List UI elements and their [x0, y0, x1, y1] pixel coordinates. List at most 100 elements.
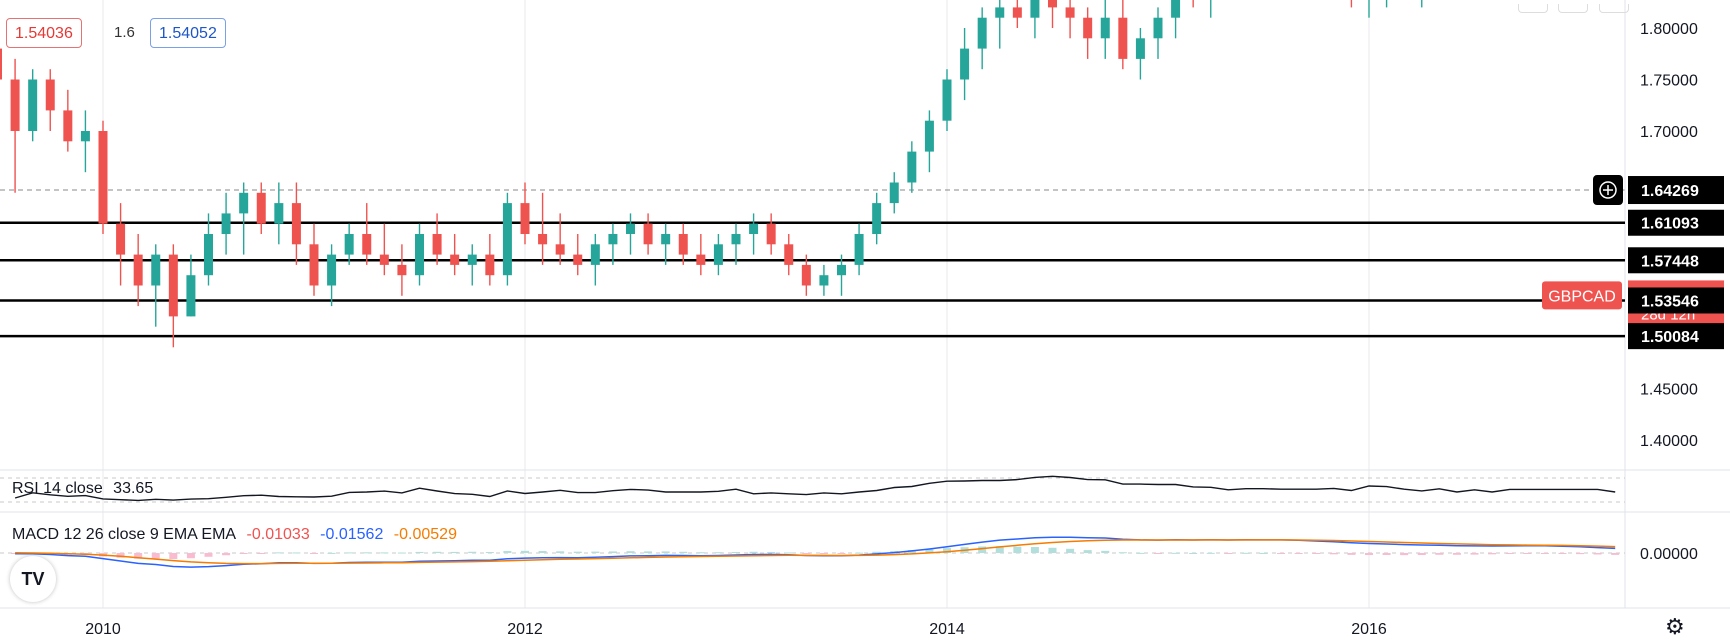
- level-price-tag: [1628, 209, 1724, 236]
- macd-histogram-bar: [1030, 547, 1039, 553]
- macd-histogram-bar: [239, 553, 248, 554]
- sell-price-button[interactable]: 1.54036: [6, 18, 82, 48]
- macd-histogram-bar: [679, 551, 688, 553]
- macd-histogram-bar: [1540, 553, 1549, 554]
- macd-histogram-bar: [1048, 547, 1057, 553]
- macd-pane: [11, 536, 1620, 568]
- macd-histogram-bar: [802, 553, 811, 554]
- level-price-tag-text: 1.50084: [1641, 329, 1699, 346]
- toolbar-button[interactable]: [1598, 4, 1629, 13]
- macd-histogram-bar: [1066, 548, 1075, 553]
- price-tick-label: 1.40000: [1640, 433, 1698, 450]
- macd-histogram-bar: [362, 552, 371, 554]
- top-toolbar: [1512, 0, 1629, 13]
- price-tick-label: 1.80000: [1640, 21, 1698, 38]
- candle-body: [397, 264, 407, 276]
- macd-histogram-bar: [1417, 553, 1426, 556]
- macd-histogram-bar: [503, 550, 512, 553]
- level-price-tag-text: 1.61093: [1641, 216, 1699, 233]
- macd-histogram-bar: [1347, 553, 1356, 555]
- rsi-legend: RSI 14 close 33.65: [12, 480, 159, 498]
- macd-histogram-bar: [1400, 553, 1409, 556]
- candle-body: [538, 234, 548, 245]
- macd-histogram-bar: [573, 551, 582, 553]
- macd-histogram-bar: [345, 552, 354, 554]
- macd-histogram-bar: [204, 553, 213, 557]
- histogram-value: -0.00529: [393, 526, 457, 543]
- macd-histogram-bar: [327, 552, 336, 554]
- candle-body: [1012, 7, 1022, 18]
- toolbar-button[interactable]: [1558, 4, 1589, 13]
- macd-histogram-bar: [1101, 550, 1110, 553]
- rsi-pane: [14, 475, 1616, 502]
- macd-histogram-bar: [591, 551, 600, 553]
- macd-histogram-bar: [1576, 553, 1584, 555]
- macd-histogram-bar: [538, 550, 547, 553]
- macd-histogram-bar: [292, 552, 301, 554]
- buy-price-button[interactable]: 1.54052: [150, 18, 226, 48]
- macd-histogram-bar: [696, 552, 705, 554]
- macd-histogram-bar: [1294, 553, 1303, 554]
- macd-histogram-bar: [784, 552, 793, 554]
- macd-histogram-bar: [186, 553, 195, 559]
- candle-body: [608, 234, 618, 245]
- candle-body: [0, 48, 2, 80]
- time-tick-label: 2010: [85, 621, 121, 638]
- candle-body: [960, 48, 970, 80]
- macd-histogram-bar: [397, 552, 406, 554]
- level-price-tag: [1628, 247, 1724, 274]
- candle-body: [1030, 0, 1040, 18]
- candle-body: [1083, 17, 1093, 39]
- candle-body: [731, 234, 741, 245]
- toolbar-button[interactable]: [1518, 4, 1548, 13]
- signal-line: [15, 539, 1616, 565]
- macd-histogram-bar: [837, 553, 846, 554]
- candle-body: [995, 7, 1005, 18]
- gear-icon[interactable]: ⚙: [1665, 614, 1685, 639]
- candle-body: [133, 254, 143, 286]
- candle-body: [555, 244, 565, 255]
- macd-value: -0.01033: [246, 526, 310, 543]
- macd-histogram-bar: [1241, 552, 1250, 554]
- candle-body: [168, 254, 178, 317]
- crosshair-price-tag: [1628, 176, 1724, 205]
- candle-body: [837, 264, 846, 276]
- candle-body: [116, 223, 126, 255]
- candle-body: [309, 244, 319, 286]
- rsi-label: RSI 14 close: [12, 480, 103, 497]
- candle-body: [45, 79, 55, 111]
- macd-histogram-bar: [134, 553, 143, 559]
- macd-histogram-bar: [1470, 553, 1479, 555]
- macd-label: MACD 12 26 close 9 EMA EMA: [12, 526, 237, 543]
- crosshair-price-tag-text: 1.64269: [1641, 183, 1699, 200]
- candle-body: [98, 131, 108, 224]
- candle-body: [379, 254, 389, 265]
- candle-body: [10, 79, 20, 131]
- macd-histogram-bar: [732, 552, 740, 554]
- candle-body: [924, 120, 934, 152]
- macd-histogram-bar: [1329, 553, 1338, 555]
- candle-body: [151, 254, 161, 286]
- price-tick-label: 1.75000: [1640, 73, 1698, 90]
- time-tick-label: 2016: [1351, 621, 1387, 638]
- candle-body: [977, 17, 987, 49]
- macd-histogram-bar: [1224, 553, 1233, 554]
- candle-body: [907, 151, 917, 183]
- candle-body: [362, 234, 372, 255]
- candle-body: [590, 244, 600, 265]
- candle-body: [256, 192, 266, 224]
- candle-body: [291, 203, 301, 245]
- candle-body: [485, 254, 495, 276]
- time-tick-label: 2014: [929, 621, 965, 638]
- candle-body: [889, 182, 899, 204]
- level-price-tag: [1628, 287, 1724, 314]
- macd-histogram-bar: [1312, 553, 1321, 554]
- time-tick-label: 2012: [507, 621, 543, 638]
- tradingview-logo[interactable]: TV: [10, 556, 56, 602]
- macd-histogram-bar: [1206, 552, 1215, 554]
- candle-body: [766, 223, 776, 245]
- macd-histogram-bar: [1452, 553, 1461, 555]
- price-candles: [0, 0, 1423, 348]
- candle-body: [467, 254, 477, 265]
